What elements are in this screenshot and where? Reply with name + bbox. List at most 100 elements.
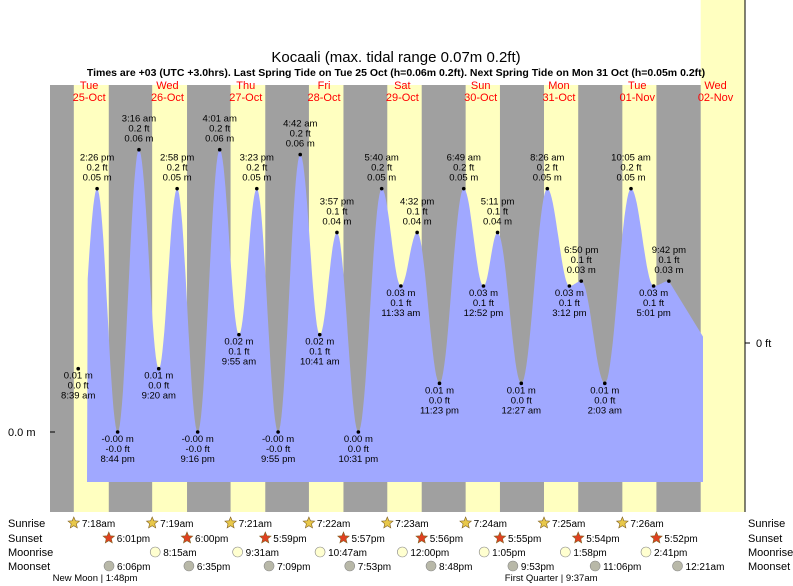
- day-date: 27-Oct: [229, 92, 262, 104]
- moonrise-entry: 8:15am: [149, 546, 197, 559]
- moonrise-time: 1:05pm: [492, 548, 525, 559]
- moonrise-entry: 10:47am: [314, 546, 367, 559]
- tide-label: 0.00 m: [344, 434, 373, 445]
- moonset-entry: 6:35pm: [183, 560, 230, 573]
- tide-label: 9:16 pm: [181, 454, 215, 465]
- low-tide-mark: -0.00 m-0.0 ft8:44 pm: [100, 430, 135, 465]
- moonset-time: 6:06pm: [117, 562, 150, 573]
- moonrise-moon-icon: [478, 546, 490, 558]
- tide-dot: [137, 147, 141, 152]
- tide-dot: [567, 284, 572, 288]
- sunrise-star-icon: [380, 516, 394, 529]
- tide-label: 0.1 ft: [643, 298, 664, 309]
- tide-label: 4:01 am: [203, 114, 237, 125]
- tide-label: 3:57 pm: [320, 196, 354, 207]
- sunset-time: 5:57pm: [351, 534, 384, 545]
- high-tide-mark: 10:05 am0.2 ft0.05 m: [611, 153, 651, 191]
- sunrise-entry: 7:26am: [615, 516, 664, 530]
- tide-label: 0.2 ft: [167, 163, 188, 174]
- low-tide-mark: 0.01 m0.0 ft8:39 am: [61, 366, 95, 402]
- tide-label: 0.05 m: [533, 173, 562, 184]
- tide-label: 5:11 pm: [481, 196, 515, 207]
- day-name: Fri: [318, 80, 331, 92]
- tide-dot: [76, 366, 81, 371]
- tide-dot: [379, 186, 384, 191]
- tide-label: 0.04 m: [403, 216, 432, 227]
- tide-label: 8:26 am: [530, 153, 564, 164]
- sunset-star-icon: [102, 531, 116, 544]
- tide-label: 5:01 pm: [636, 308, 670, 319]
- sunrise-star-icon: [224, 516, 238, 529]
- sunrise-time: 7:23am: [395, 519, 428, 530]
- sunset-star-icon: [180, 531, 194, 544]
- tide-dot: [156, 366, 161, 371]
- low-tide-mark: 0.03 m0.1 ft3:12 pm: [552, 284, 587, 319]
- tide-label: 0.1 ft: [658, 255, 679, 266]
- sunset-label-right: Sunset: [748, 533, 782, 545]
- high-tide-mark: 3:23 pm0.2 ft0.05 m: [240, 153, 274, 191]
- sunset-star-icon: [258, 531, 272, 544]
- tide-label: 0.1 ft: [571, 255, 592, 266]
- day-date: 02-Nov: [698, 92, 734, 104]
- sunset-star-icon: [415, 531, 429, 544]
- sunset-time: 6:01pm: [117, 534, 150, 545]
- tide-dot: [335, 230, 339, 235]
- tide-label: 0.2 ft: [453, 163, 474, 174]
- tide-dot: [95, 186, 99, 191]
- sunset-entry: 5:57pm: [337, 531, 385, 545]
- tide-label: 0.2 ft: [290, 129, 311, 140]
- sunrise-label-left: Sunrise: [8, 518, 45, 530]
- moonrise-time: 8:15am: [163, 548, 196, 559]
- high-tide-mark: 2:58 pm0.2 ft0.05 m: [160, 153, 194, 191]
- tide-dot: [254, 186, 259, 191]
- low-tide-mark: 0.01 m0.0 ft2:03 am: [588, 381, 622, 416]
- moonrise-moon-icon: [640, 546, 652, 558]
- tide-label: 0.1 ft: [228, 347, 249, 358]
- moonset-entry: 7:09pm: [263, 560, 310, 573]
- tide-label: 2:03 am: [588, 405, 622, 416]
- sun-moon-rows: 7:18am 7:19am 7:21am 7:22am 7:23am 7:24am 7:25…: [67, 516, 725, 573]
- sunrise-time: 7:22am: [317, 519, 350, 530]
- tide-label: 0.1 ft: [390, 298, 411, 309]
- axes: 0.0 m 0 ft: [8, 0, 771, 512]
- tide-label: 0.05 m: [83, 173, 112, 184]
- sunset-star-icon: [337, 531, 350, 544]
- tide-dot: [437, 381, 442, 386]
- tide-label: 0.0 ft: [348, 444, 369, 455]
- sunrise-entry: 7:19am: [145, 516, 194, 530]
- high-tide-mark: 4:01 am0.2 ft0.06 m: [203, 114, 237, 152]
- tide-label: 0.0 ft: [594, 395, 615, 406]
- tide-dot: [298, 152, 303, 157]
- tide-label: 0.1 ft: [326, 206, 347, 217]
- day-name: Wed: [704, 80, 726, 92]
- tide-dot: [415, 230, 419, 235]
- tide-label: 3:23 pm: [240, 153, 274, 164]
- tide-label: 0.0 ft: [511, 395, 532, 406]
- moonset-entry: 12:21am: [672, 560, 725, 573]
- tide-label: 0.1 ft: [309, 347, 330, 358]
- tide-label: 0.05 m: [449, 173, 478, 184]
- tide-dot: [629, 186, 633, 191]
- tide-label: 0.02 m: [224, 337, 253, 348]
- moonset-time: 7:53pm: [358, 562, 391, 573]
- tide-label: 0.01 m: [425, 385, 454, 396]
- moonrise-entry: 1:58pm: [560, 546, 607, 559]
- daylight-band: [700, 0, 745, 512]
- moonset-time: 12:21am: [686, 562, 725, 573]
- sunrise-time: 7:21am: [239, 519, 272, 530]
- tide-label: 5:40 am: [365, 153, 399, 164]
- tide-dot: [545, 186, 550, 191]
- moonset-moon-icon: [589, 560, 601, 572]
- tide-dot: [217, 147, 222, 152]
- sunrise-entry: 7:25am: [537, 516, 585, 530]
- tide-label: 3:16 am: [122, 114, 156, 125]
- tide-label: 0.05 m: [367, 173, 396, 184]
- tide-dot: [602, 381, 607, 386]
- y-right-label: 0 ft: [756, 338, 771, 350]
- tide-label: 0.06 m: [205, 134, 234, 145]
- tide-label: 0.05 m: [163, 173, 192, 184]
- tide-label: -0.0 ft: [266, 444, 291, 455]
- tide-marks: 0.01 m0.0 ft8:39 am2:26 pm0.2 ft0.05 m-0…: [61, 114, 686, 465]
